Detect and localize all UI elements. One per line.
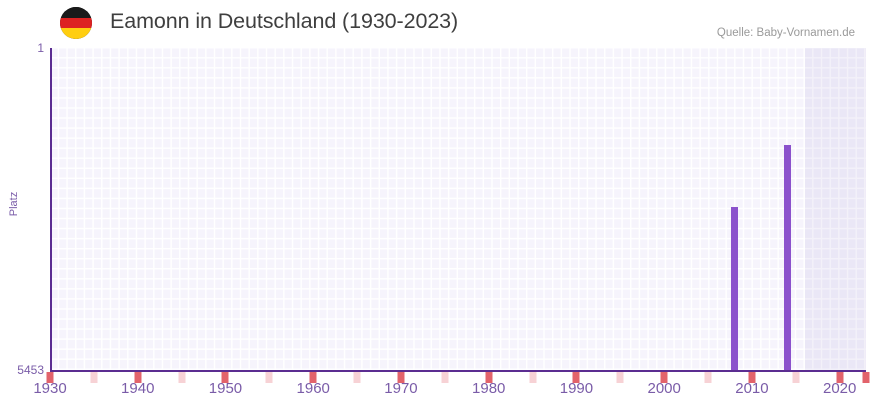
x-tick-mark-2020	[836, 372, 844, 383]
x-tick-mark-1995	[616, 372, 624, 383]
german-flag-icon	[60, 7, 92, 39]
x-tick-label-2020: 2020	[822, 380, 857, 397]
y-axis-title: Platz	[8, 191, 20, 217]
x-tick-mark-2000	[660, 372, 668, 383]
plot-area	[50, 48, 866, 370]
x-tick-mark-1965	[353, 372, 361, 383]
x-tick-label-1970: 1970	[384, 380, 418, 397]
x-tick-label-1950: 1950	[208, 380, 243, 397]
x-tick-label-2000: 2000	[647, 380, 681, 397]
x-tick-mark-2010	[748, 372, 756, 383]
x-tick-mark-1990	[572, 372, 580, 383]
x-tick-mark-1955	[265, 372, 273, 383]
x-tick-mark-1960	[309, 372, 317, 383]
x-tick-label-2010: 2010	[735, 380, 769, 397]
bar-2014[interactable]	[783, 144, 791, 370]
x-tick-label-1980: 1980	[472, 380, 506, 397]
x-tick-mark-1930	[46, 372, 54, 383]
x-tick-label-1960: 1960	[296, 380, 330, 397]
bar-2008[interactable]	[730, 207, 738, 370]
x-tick-mark-1985	[529, 372, 537, 383]
y-axis-bottom-label: 5453	[17, 363, 44, 377]
x-tick-mark-1935	[90, 372, 98, 383]
chart-header: Eamonn in Deutschland (1930-2023) Quelle…	[0, 0, 873, 46]
page-title: Eamonn in Deutschland (1930-2023)	[110, 9, 459, 33]
grid-lines	[50, 48, 866, 370]
x-tick-mark-end	[862, 372, 870, 383]
x-tick-mark-2005	[704, 372, 712, 383]
source-attribution: Quelle: Baby-Vornamen.de	[716, 27, 855, 39]
x-tick-mark-1950	[221, 372, 229, 383]
x-tick-label-1930: 1930	[33, 380, 67, 397]
x-tick-mark-2015	[792, 372, 800, 383]
x-tick-mark-1945	[178, 372, 186, 383]
y-axis-line	[50, 48, 52, 371]
forecast-shaded-region	[804, 48, 866, 370]
x-tick-mark-1970	[397, 372, 405, 383]
x-tick-mark-1940	[134, 372, 142, 383]
x-tick-label-1990: 1990	[559, 380, 594, 397]
x-tick-label-1940: 1940	[121, 380, 155, 397]
x-tick-mark-1980	[485, 372, 493, 383]
y-axis-top-label: 1	[37, 41, 44, 55]
x-tick-mark-1975	[441, 372, 449, 383]
x-axis-line	[50, 370, 866, 372]
